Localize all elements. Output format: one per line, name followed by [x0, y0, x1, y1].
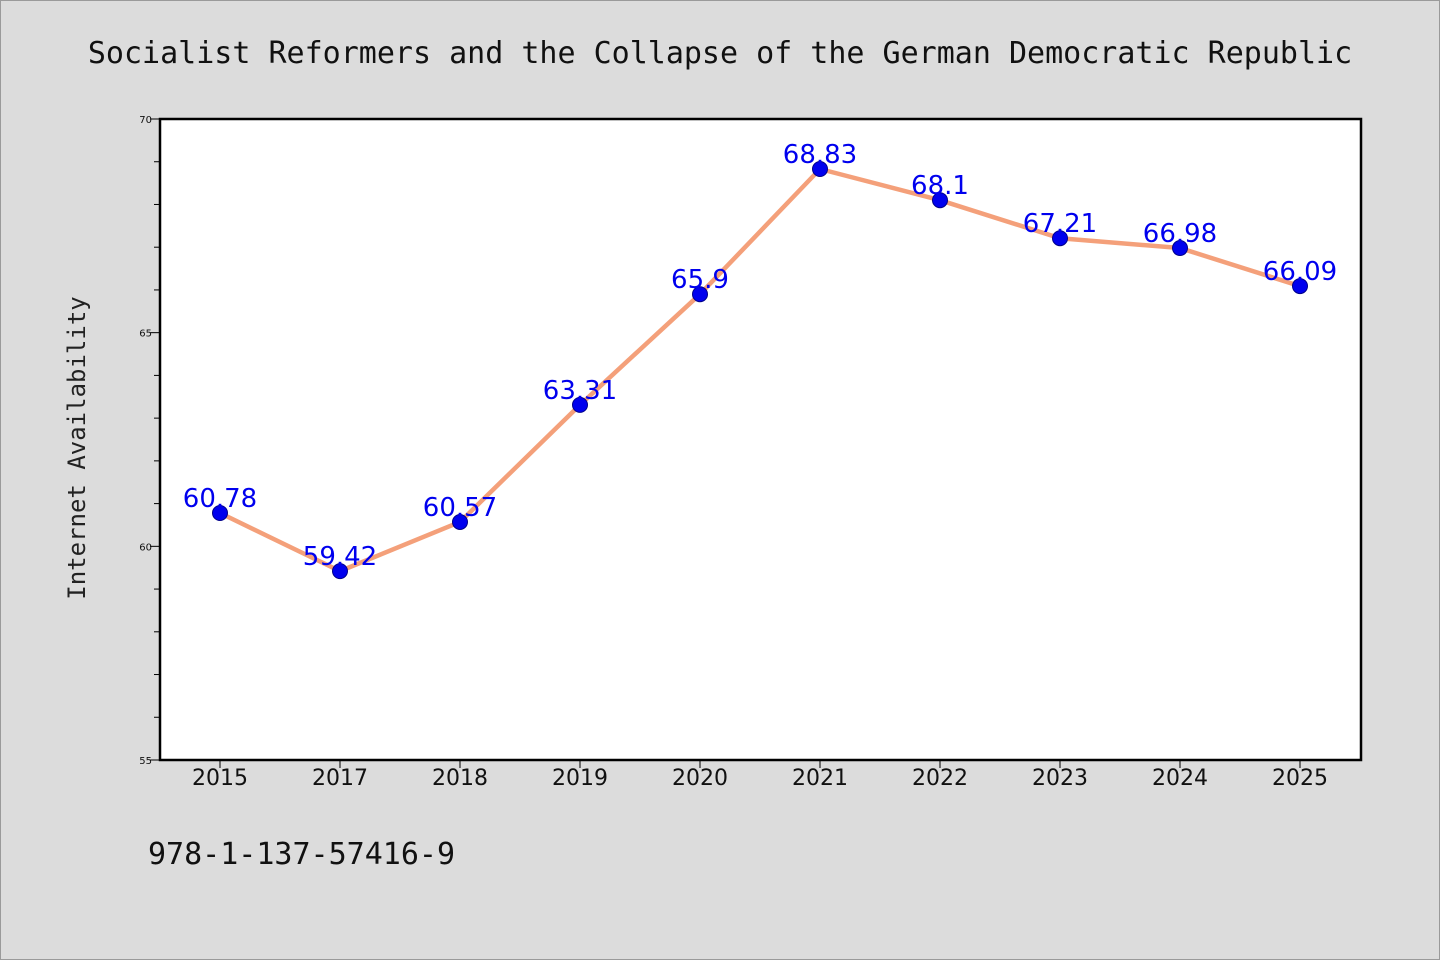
series-line — [219, 166, 1301, 574]
chart-title: Socialist Reformers and the Collapse of … — [88, 36, 1352, 71]
data-point — [812, 160, 828, 177]
data-point — [452, 513, 468, 530]
x-tick-label: 2020 — [672, 766, 728, 791]
series-group: 60.78 59.42 60.57 63.31 65.9 68.83 68.1 67.21 66… — [183, 140, 1337, 580]
plot-border — [158, 117, 1363, 762]
x-axis: 2015 2017 2018 2019 2020 2021 2022 2023 2024 2025 — [192, 760, 1328, 791]
x-tick-label: 2018 — [432, 766, 488, 791]
data-label: 60.57 — [423, 493, 497, 523]
data-label: 68.83 — [783, 140, 857, 170]
x-tick-label: 2025 — [1272, 766, 1328, 791]
data-point — [1292, 278, 1308, 295]
data-label: 67.21 — [1023, 209, 1097, 239]
data-label: 63.31 — [543, 376, 617, 406]
x-tick-label: 2019 — [552, 766, 608, 791]
x-tick-label: 2017 — [312, 766, 368, 791]
x-tick-label: 2021 — [792, 766, 848, 791]
x-tick-label: 2023 — [1032, 766, 1088, 791]
y-tick-label: 55 — [139, 756, 152, 767]
data-point — [1172, 240, 1188, 257]
y-axis: 55 60 65 70 — [139, 115, 160, 767]
data-point — [692, 286, 708, 303]
data-label: 68.1 — [911, 171, 969, 201]
x-tick-label: 2022 — [912, 766, 968, 791]
isbn-footer: 978-1-137-57416-9 — [148, 837, 455, 872]
data-label: 60.78 — [183, 484, 257, 514]
x-tick-label: 2015 — [192, 766, 248, 791]
data-point — [332, 563, 348, 580]
y-tick-label: 65 — [139, 329, 152, 340]
data-label: 66.98 — [1143, 219, 1217, 249]
data-label: 66.09 — [1263, 257, 1337, 287]
y-axis-label: Internet Availability — [63, 296, 91, 599]
x-tick-label: 2024 — [1152, 766, 1208, 791]
data-label: 65.9 — [671, 265, 729, 295]
data-point — [932, 192, 948, 209]
data-point — [212, 505, 228, 522]
y-tick-label: 60 — [139, 542, 152, 553]
plot-area — [160, 119, 1361, 760]
data-point — [572, 396, 588, 413]
y-tick-label: 70 — [139, 115, 152, 126]
data-point — [1052, 230, 1068, 247]
data-label: 59.42 — [303, 542, 377, 572]
